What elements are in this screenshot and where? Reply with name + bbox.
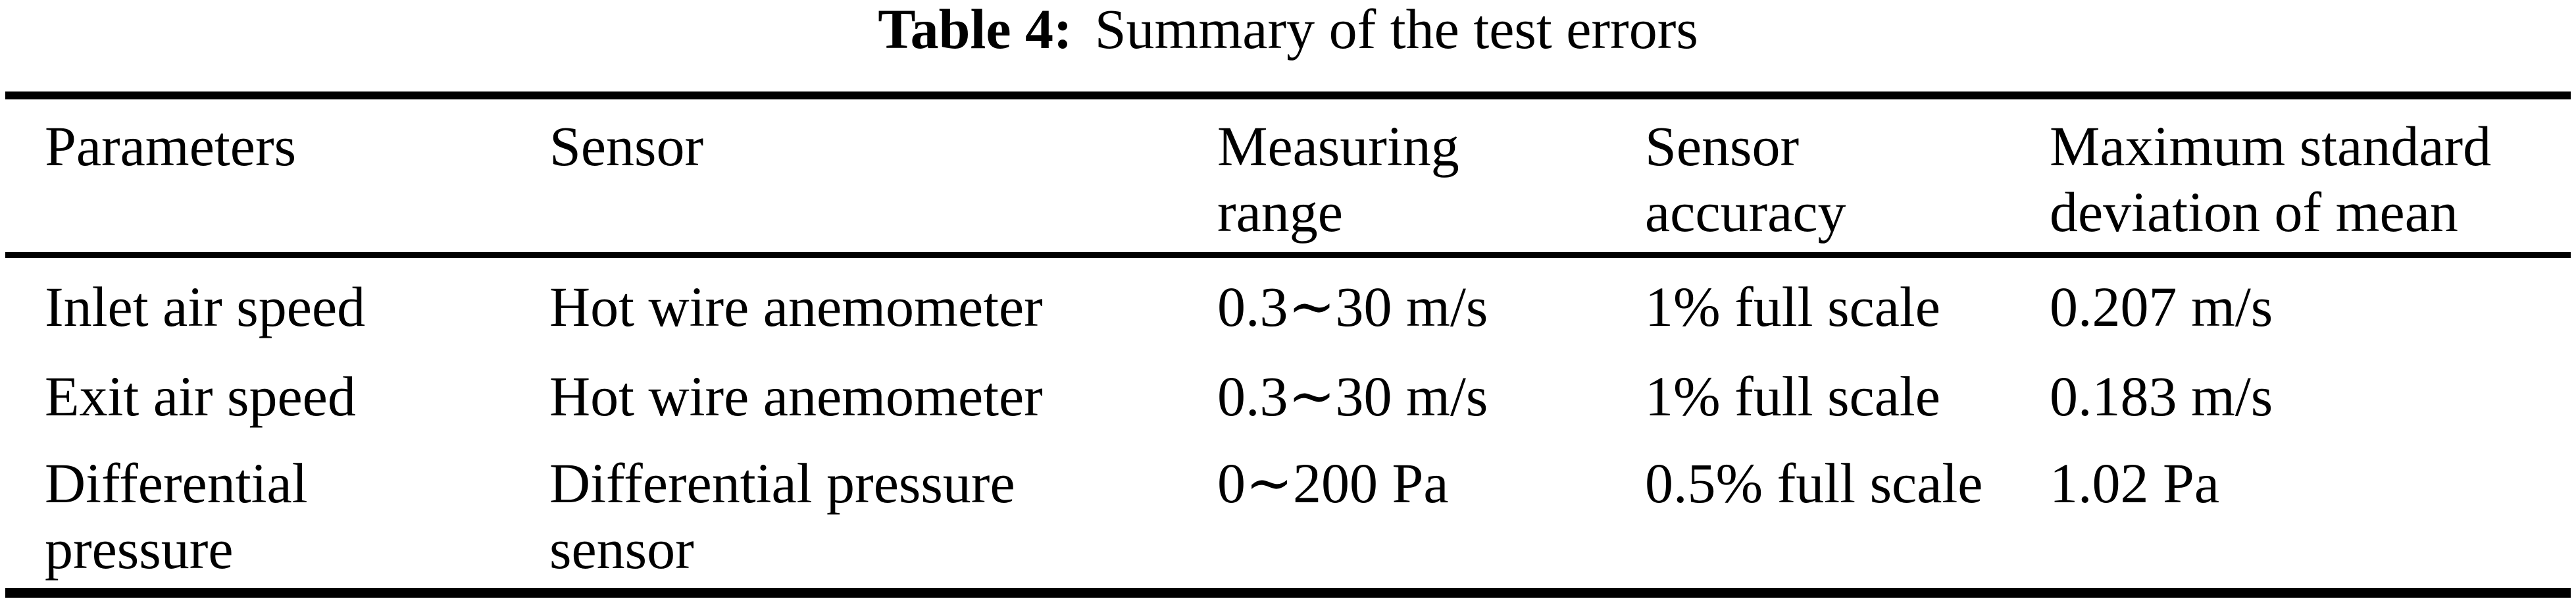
- table-cell: Exit air speed: [45, 363, 549, 429]
- column-header-max-std-deviation: Maximum standard deviation of mean: [2050, 113, 2531, 245]
- cell-text: Hot wire anemometer: [549, 275, 1043, 338]
- table-cell: 0.3∼30 m/s: [1217, 363, 1645, 429]
- table-header-row: Parameters Sensor Measuring range Sensor…: [45, 113, 2531, 245]
- column-header-sensor-accuracy: Sensor accuracy: [1645, 113, 2050, 245]
- table-cell: 1% full scale: [1645, 274, 2050, 340]
- table-mid-rule: [5, 252, 2571, 258]
- column-header-text: Parameters: [45, 115, 297, 178]
- cell-text: Differential pressure: [549, 452, 1015, 515]
- cell-text: 0.3∼30 m/s: [1217, 275, 1488, 338]
- table-cell: 0∼200 Pa: [1217, 450, 1645, 516]
- cell-text: Differential: [45, 452, 308, 515]
- cell-text: Inlet air speed: [45, 275, 366, 338]
- column-header-measuring-range: Measuring range: [1217, 113, 1645, 245]
- cell-text: pressure: [45, 517, 234, 581]
- table-cell: 0.207 m/s: [2050, 274, 2531, 340]
- table-cell: 1.02 Pa: [2050, 450, 2531, 516]
- table-top-rule: [5, 91, 2571, 99]
- cell-text: 1% full scale: [1645, 365, 1940, 428]
- column-header-text: deviation of mean: [2050, 180, 2458, 244]
- column-header-text: Sensor: [549, 115, 704, 178]
- table-body: Inlet air speed Hot wire anemometer 0.3∼…: [45, 274, 2531, 601]
- table-cell: Differential pressure: [45, 450, 549, 582]
- cell-text: sensor: [549, 517, 694, 581]
- column-header-parameters: Parameters: [45, 113, 549, 179]
- table-cell: Differential pressure sensor: [549, 450, 1217, 582]
- cell-text: Hot wire anemometer: [549, 365, 1043, 428]
- table-cell: 0.5% full scale: [1645, 450, 2050, 516]
- column-header-sensor: Sensor: [549, 113, 1217, 179]
- cell-text: 0∼200 Pa: [1217, 452, 1449, 515]
- table-cell: 0.3∼30 m/s: [1217, 274, 1645, 340]
- cell-text: 0.207 m/s: [2050, 275, 2273, 338]
- table-cell: 1% full scale: [1645, 363, 2050, 429]
- table-cell: Inlet air speed: [45, 274, 549, 340]
- table-caption-title: Summary of the test errors: [1094, 0, 1698, 61]
- column-header-text: range: [1217, 180, 1343, 244]
- cell-text: 0.183 m/s: [2050, 365, 2273, 428]
- table-cell: Hot wire anemometer: [549, 274, 1217, 340]
- table-caption: Table 4: Summary of the test errors: [0, 0, 2576, 62]
- cell-text: Exit air speed: [45, 365, 356, 428]
- column-header-text: Measuring: [1217, 115, 1459, 178]
- table-cell: Hot wire anemometer: [549, 363, 1217, 429]
- cell-text: 0.3∼30 m/s: [1217, 365, 1488, 428]
- table-bottom-rule: [5, 588, 2571, 598]
- column-header-text: accuracy: [1645, 180, 1846, 244]
- table-cell: 0.183 m/s: [2050, 363, 2531, 429]
- cell-text: 1.02 Pa: [2050, 452, 2219, 515]
- column-header-text: Sensor: [1645, 115, 1800, 178]
- table-caption-label: Table 4:: [878, 0, 1073, 61]
- cell-text: 1% full scale: [1645, 275, 1940, 338]
- cell-text: 0.5% full scale: [1645, 452, 1983, 515]
- column-header-text: Maximum standard: [2050, 115, 2492, 178]
